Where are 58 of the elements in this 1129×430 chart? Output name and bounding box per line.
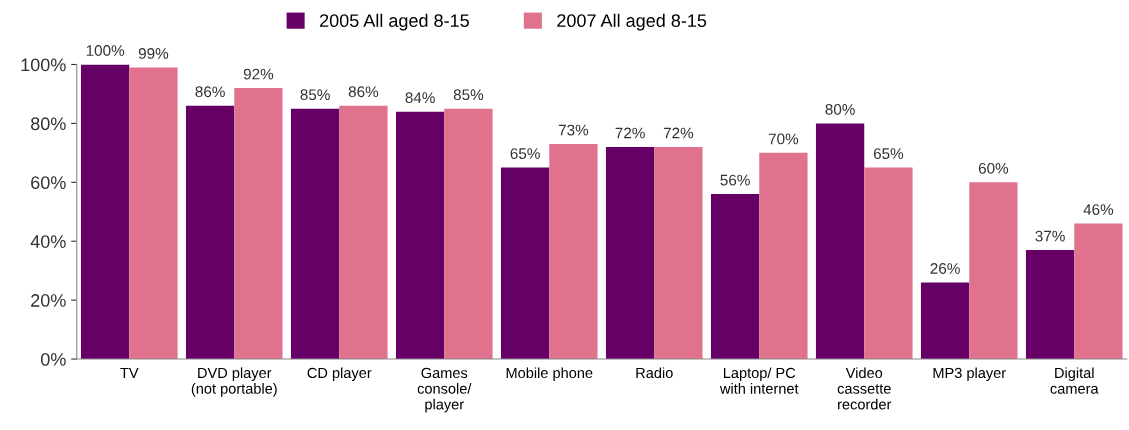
- bar: [185, 105, 235, 360]
- data-label: 56%: [720, 174, 750, 186]
- x-tick-label: Digital camera: [1050, 367, 1099, 394]
- x-tick-label: CD player: [307, 367, 372, 381]
- data-label: 86%: [348, 86, 379, 98]
- bar: [920, 282, 970, 360]
- data-label: 99%: [138, 48, 169, 59]
- y-tick-label: 40%: [30, 235, 66, 248]
- data-label: 84%: [405, 92, 435, 104]
- bar: [395, 111, 445, 360]
- bar: [549, 144, 598, 360]
- x-tick-label: Mobile phone: [506, 367, 593, 381]
- bar: [444, 108, 493, 360]
- bar: [815, 123, 865, 360]
- data-label: 72%: [615, 127, 645, 139]
- data-label: 26%: [930, 263, 960, 274]
- y-tick-label: 60%: [31, 176, 66, 190]
- data-label: 60%: [978, 162, 1009, 174]
- bar: [339, 105, 388, 360]
- bar: [969, 182, 1018, 360]
- data-label: 100%: [86, 45, 125, 56]
- data-label: 37%: [1035, 230, 1065, 242]
- data-label: 80%: [825, 104, 855, 115]
- bar: [1025, 250, 1075, 360]
- bar: [290, 108, 340, 360]
- data-label: 92%: [243, 68, 274, 80]
- legend-label: 2007 All aged 8-15: [557, 13, 707, 31]
- data-label: 72%: [663, 127, 694, 139]
- x-tick-label: Laptop/ PC with internet: [719, 367, 799, 394]
- data-label: 65%: [510, 148, 540, 160]
- data-label: 85%: [453, 89, 484, 101]
- data-label: 70%: [768, 133, 799, 145]
- bar: [500, 167, 550, 360]
- x-tick-label: MP3 player: [933, 367, 1006, 381]
- legend-label: 2005 All aged 8-15: [320, 13, 469, 31]
- data-label: 85%: [300, 89, 330, 101]
- bar: [864, 167, 913, 360]
- data-label: 73%: [558, 124, 589, 136]
- bar: [654, 146, 703, 360]
- x-tick-label: Video cassette recorder: [837, 367, 892, 410]
- x-tick-label: Radio: [636, 367, 673, 379]
- bar: [234, 88, 283, 360]
- y-tick-label: 100%: [21, 58, 66, 72]
- data-label: 86%: [195, 86, 225, 98]
- x-tick-label: TV: [120, 367, 139, 378]
- y-tick-label: 20%: [31, 294, 66, 307]
- bar: [759, 152, 808, 360]
- data-label: 65%: [873, 148, 904, 160]
- x-tick-label: DVD player (not portable): [191, 367, 277, 397]
- x-tick-label: Games console/ player: [417, 367, 472, 413]
- bar: [80, 64, 130, 360]
- y-tick-label: 80%: [31, 117, 66, 131]
- bar: [710, 194, 760, 360]
- data-label: 46%: [1083, 204, 1114, 215]
- y-tick-label: 0%: [40, 352, 66, 366]
- bar: [129, 67, 178, 360]
- bar: [605, 146, 655, 360]
- bar: [1074, 223, 1123, 360]
